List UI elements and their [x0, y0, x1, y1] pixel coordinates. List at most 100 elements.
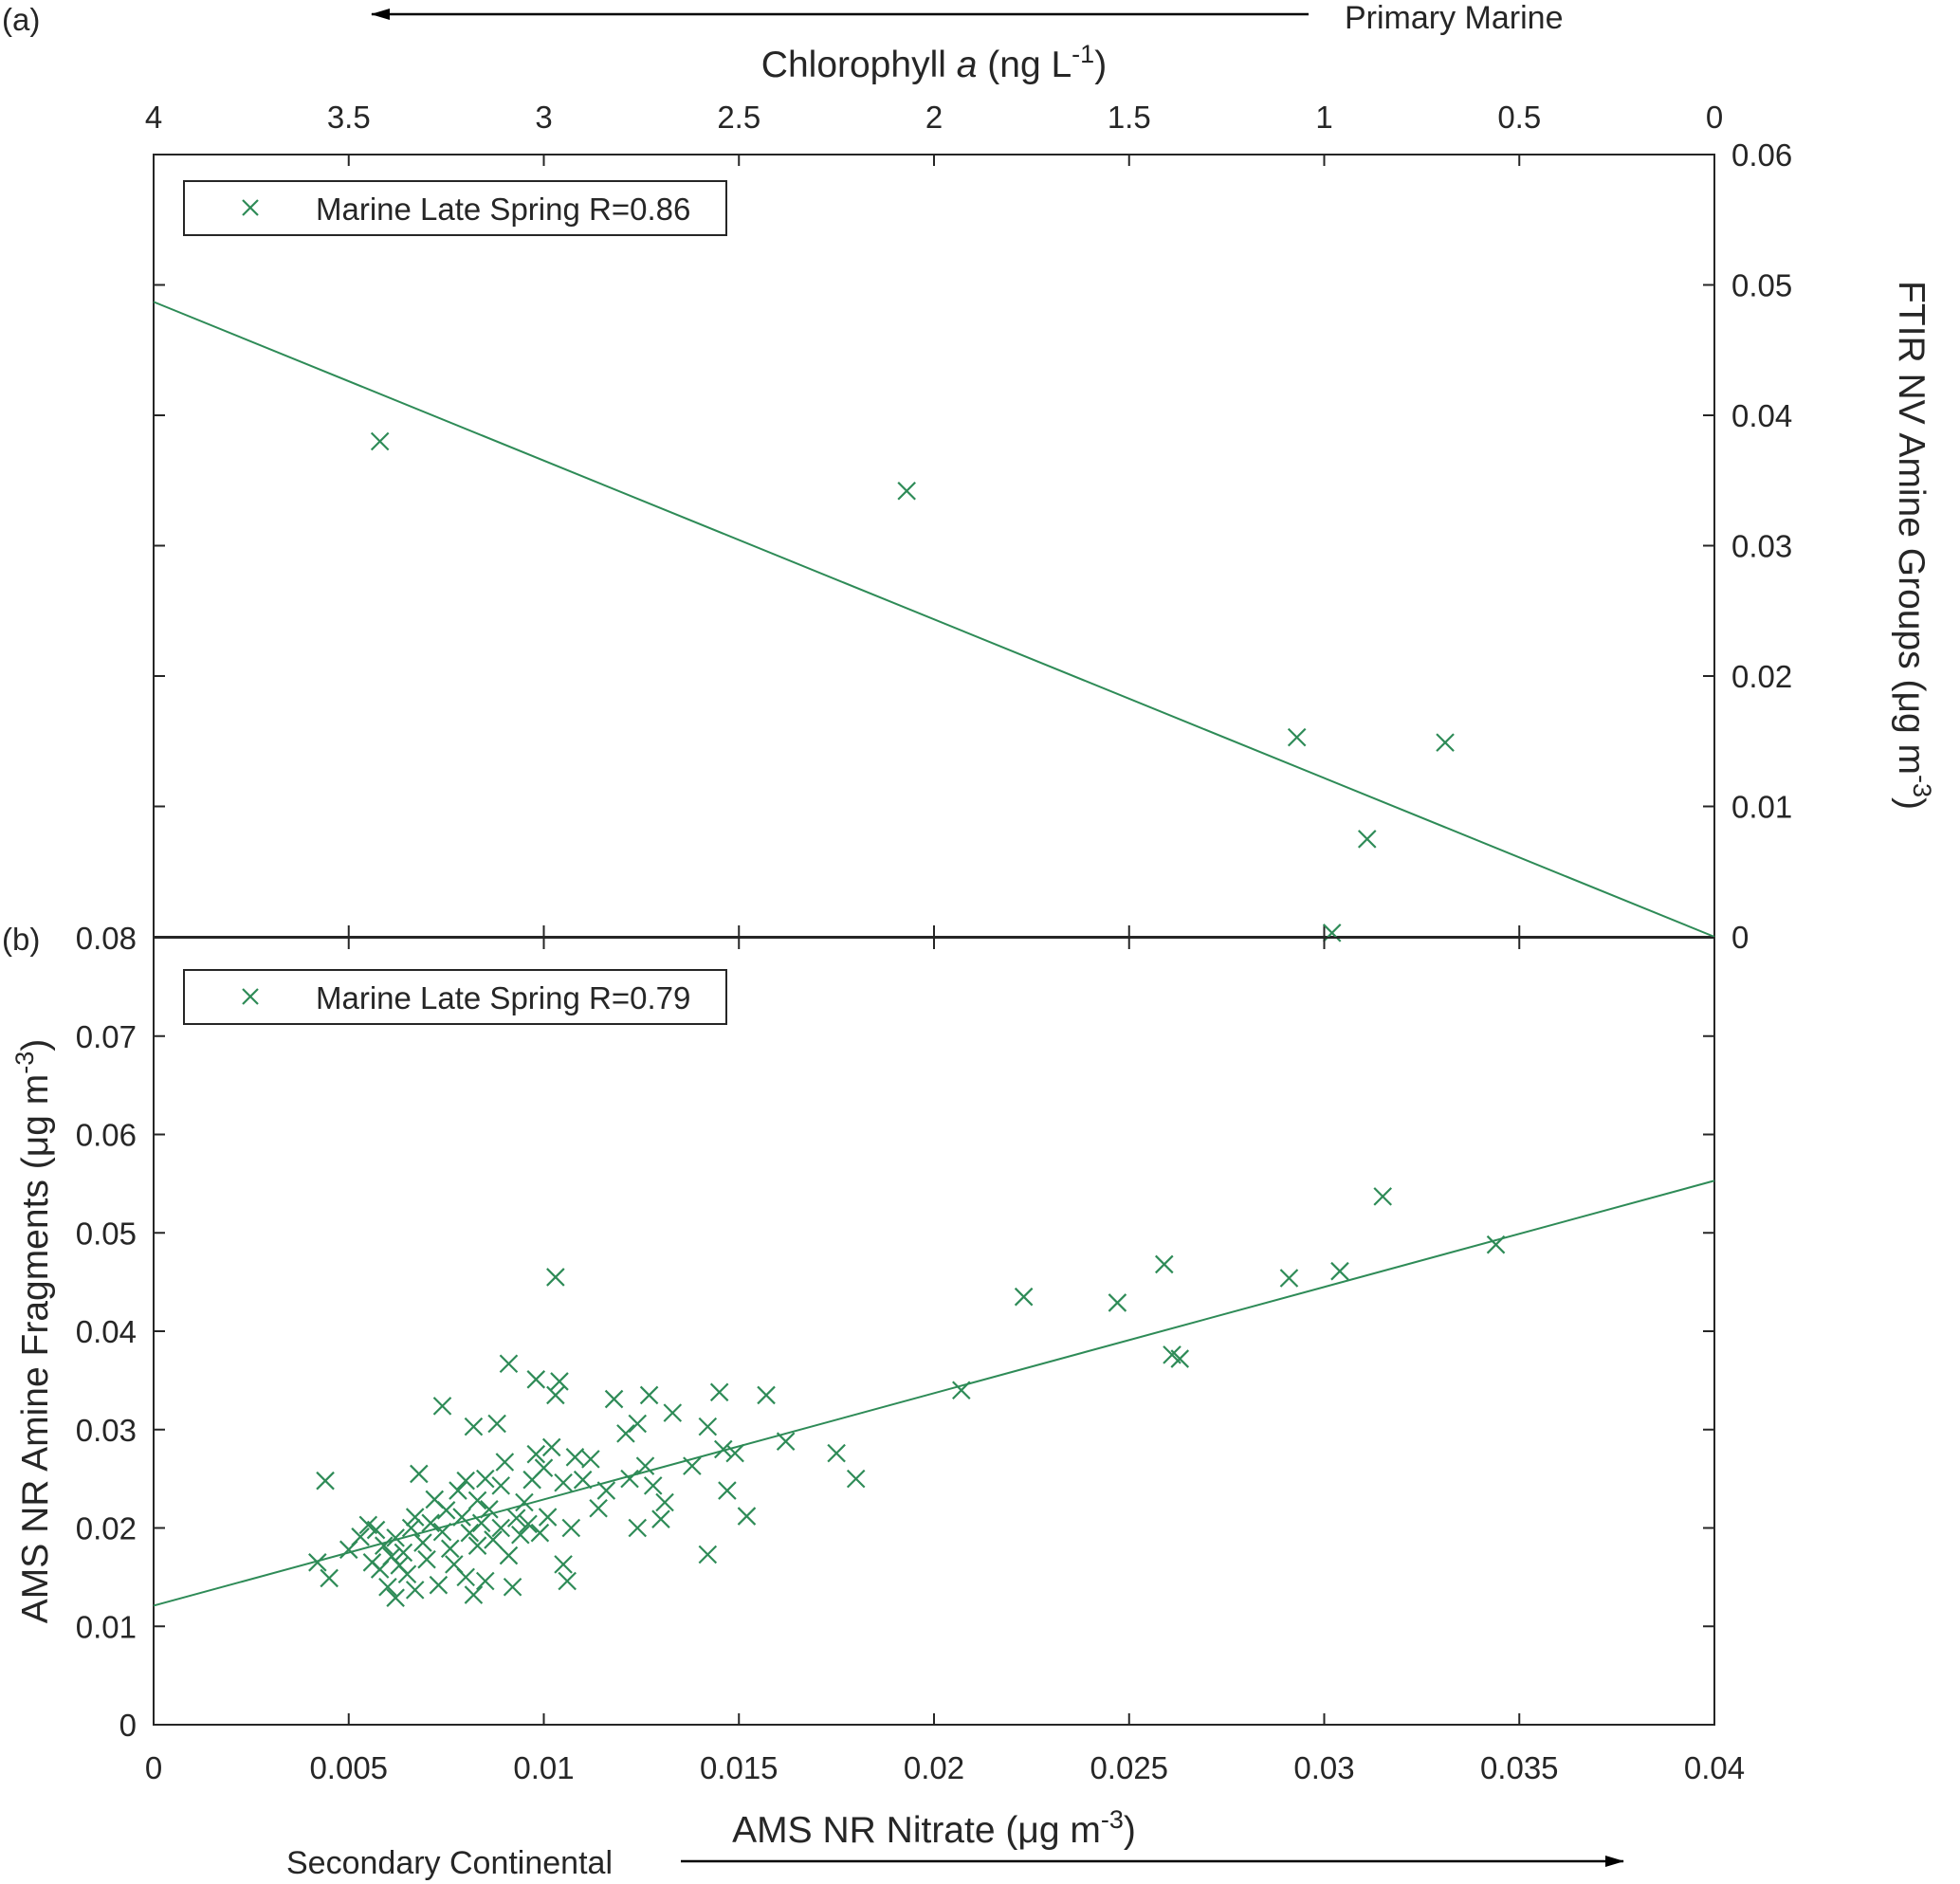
data-point — [401, 1518, 421, 1538]
data-point — [1108, 1293, 1127, 1312]
data-point — [394, 1543, 413, 1563]
panel-a-y-tick-label: 0.06 — [1731, 137, 1792, 173]
data-point — [725, 1443, 744, 1463]
data-point — [432, 1522, 452, 1542]
data-point — [503, 1577, 522, 1597]
data-point — [565, 1448, 585, 1467]
data-point — [1155, 1254, 1174, 1274]
panel-b-legend-box — [183, 969, 727, 1025]
data-point — [698, 1545, 718, 1564]
panel-a-x-tick-label: 1 — [1315, 100, 1332, 135]
data-point — [757, 1385, 776, 1405]
data-point — [378, 1577, 397, 1597]
panel-b-y-tick-label: 0.08 — [76, 921, 137, 956]
panel-a-y-tick-label: 0.04 — [1731, 398, 1792, 433]
data-point — [316, 1471, 335, 1491]
panel-b-y-tick-label: 0.04 — [76, 1314, 137, 1349]
panel-a-legend-marker — [242, 199, 259, 216]
panel-b-x-axis-title: AMS NR Nitrate (μg m-3) — [732, 1805, 1136, 1851]
data-point — [655, 1492, 674, 1512]
data-point — [449, 1481, 467, 1500]
data-point — [386, 1588, 405, 1607]
data-point — [410, 1464, 429, 1484]
data-point — [663, 1403, 683, 1422]
data-point — [604, 1389, 624, 1409]
panel-a-x-tick-label: 4 — [145, 100, 162, 135]
panel-a-y-axis-title: FTIR NV Amine Groups (μg m-3) — [1891, 281, 1936, 810]
data-point — [683, 1456, 702, 1475]
data-point — [484, 1530, 503, 1549]
data-point — [519, 1514, 538, 1534]
data-point — [499, 1546, 519, 1565]
panel-a-y-tick-labels: 0 0.01 0.02 0.03 0.04 0.05 0.06 — [1731, 137, 1792, 955]
panel-a-y-tick-label: 0.05 — [1731, 268, 1792, 303]
data-point — [718, 1481, 737, 1500]
data-point — [1287, 727, 1307, 747]
data-point — [491, 1476, 511, 1495]
data-point — [1373, 1187, 1393, 1206]
panel-b-x-tick-labels: 0 0.005 0.01 0.015 0.02 0.025 0.03 0.035 0.04 — [145, 1750, 1745, 1785]
data-point — [546, 1268, 565, 1287]
panel-a-x-axis-title: Chlorophyll a (ng L-1) — [761, 40, 1107, 85]
data-point — [499, 1354, 519, 1374]
panel-b-x-tick-label: 0.02 — [904, 1750, 964, 1785]
data-point — [464, 1585, 484, 1604]
data-point — [429, 1575, 449, 1595]
panel-a-x-tick-label: 3 — [535, 100, 552, 135]
data-point — [550, 1372, 569, 1391]
panel-b-y-tick-label: 0.02 — [76, 1511, 137, 1546]
data-point — [628, 1518, 648, 1538]
data-point — [530, 1523, 550, 1543]
data-point — [370, 431, 390, 451]
data-point — [515, 1492, 534, 1512]
panel-a-y-tick-label: 0.01 — [1731, 790, 1792, 825]
data-point — [366, 1520, 386, 1540]
data-point — [417, 1549, 436, 1569]
panel-a-x-tick-labels: 4 3.5 3 2.5 2 1.5 1 0.5 0 — [145, 100, 1723, 135]
panel-b-letter: (b) — [2, 922, 40, 957]
data-point — [573, 1470, 593, 1490]
data-point — [827, 1443, 846, 1463]
data-point — [421, 1513, 440, 1533]
data-point — [526, 1444, 546, 1464]
panel-b-y-tick-labels: 0 0.01 0.02 0.03 0.04 0.05 0.06 0.07 0.08 — [76, 921, 137, 1743]
data-point — [628, 1414, 648, 1434]
data-point — [495, 1453, 515, 1472]
panel-a-x-tick-label: 2 — [925, 100, 943, 135]
panel-a-fit-line — [153, 301, 1715, 938]
panel-a-x-tick-label: 0.5 — [1497, 100, 1541, 135]
data-point — [846, 1469, 866, 1489]
data-point — [506, 1509, 526, 1527]
data-point — [558, 1571, 577, 1591]
data-point — [456, 1567, 475, 1587]
data-point — [639, 1385, 659, 1405]
panel-b-x-tick-label: 0.03 — [1293, 1750, 1354, 1785]
data-point — [714, 1439, 733, 1459]
data-point — [643, 1476, 663, 1495]
panel-b-y-tick-label: 0.05 — [76, 1216, 137, 1251]
primary-marine-label: Primary Marine — [1345, 0, 1563, 36]
panel-a-ticks — [153, 154, 1715, 938]
data-point — [452, 1508, 471, 1527]
data-point — [440, 1539, 460, 1559]
panel-b-y-tick-label: 0 — [119, 1708, 137, 1743]
panel-b-x-tick-label: 0.04 — [1684, 1750, 1745, 1785]
panel-a-x-tick-label: 1.5 — [1108, 100, 1151, 135]
data-point — [1330, 1261, 1349, 1281]
panel-b-legend: Marine Late Spring R=0.79 — [183, 969, 727, 1025]
data-point — [581, 1450, 600, 1469]
data-point — [776, 1432, 796, 1451]
panel-b-y-tick-label: 0.03 — [76, 1413, 137, 1448]
panel-a-x-tick-label: 2.5 — [717, 100, 760, 135]
data-point — [541, 1437, 561, 1457]
data-point — [709, 1382, 729, 1402]
data-point — [1486, 1235, 1506, 1254]
panel-b-legend-label: Marine Late Spring R=0.79 — [316, 980, 690, 1015]
panel-b-data-points — [308, 1187, 1506, 1607]
panel-b-legend-marker — [242, 988, 259, 1005]
panel-b-y-tick-label: 0.06 — [76, 1118, 137, 1153]
panel-a-y-tick-label: 0.03 — [1731, 529, 1792, 564]
data-point — [651, 1509, 670, 1528]
data-point — [456, 1471, 475, 1491]
